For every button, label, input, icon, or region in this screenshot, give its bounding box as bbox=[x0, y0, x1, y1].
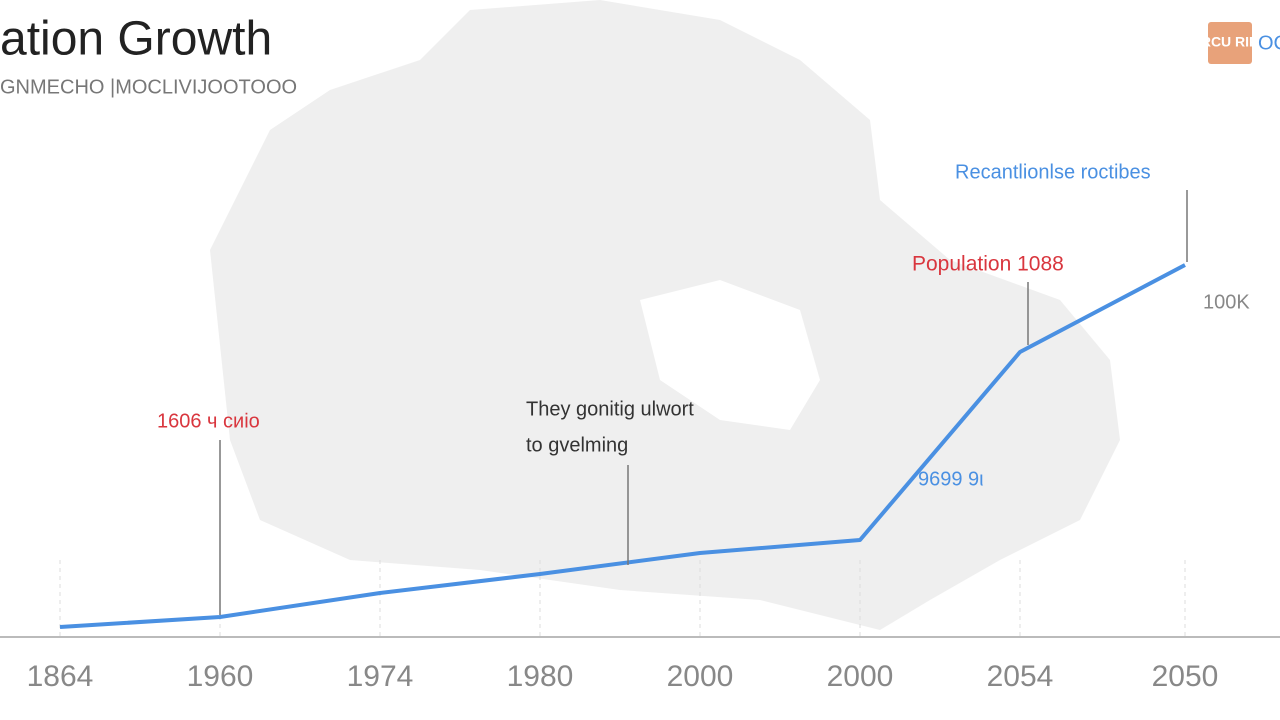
x-tick-label: 2054 bbox=[987, 660, 1054, 693]
annotation: 100K bbox=[1203, 291, 1250, 313]
chart-subtitle: GNMECHO |MOCLIVIJOOTOOO bbox=[0, 76, 297, 98]
x-tick-label: 1960 bbox=[187, 660, 254, 693]
annotation: They gonitig ulwort bbox=[526, 398, 694, 420]
x-tick-label: 2050 bbox=[1152, 660, 1219, 693]
x-tick-label: 1980 bbox=[507, 660, 574, 693]
annotation: 1606 ч сиіо bbox=[157, 410, 260, 432]
chart-title: ation Growth bbox=[0, 13, 272, 66]
logo-box bbox=[1208, 22, 1252, 64]
x-tick-label: 2000 bbox=[827, 660, 894, 693]
annotation: 9699 9ι bbox=[918, 468, 984, 490]
annotation: Population 1088 bbox=[912, 253, 1064, 276]
annotation: Recantlionlse roctibes bbox=[955, 161, 1151, 183]
logo-text: OC bbox=[1258, 32, 1280, 54]
logo: RCU RIR bbox=[1201, 34, 1259, 50]
x-tick-label: 1974 bbox=[347, 660, 414, 693]
x-tick-label: 1864 bbox=[27, 660, 94, 693]
annotation: to gvelming bbox=[526, 434, 628, 456]
data-line bbox=[59, 263, 1186, 629]
map-bay bbox=[640, 280, 820, 430]
x-tick-label: 2000 bbox=[667, 660, 734, 693]
